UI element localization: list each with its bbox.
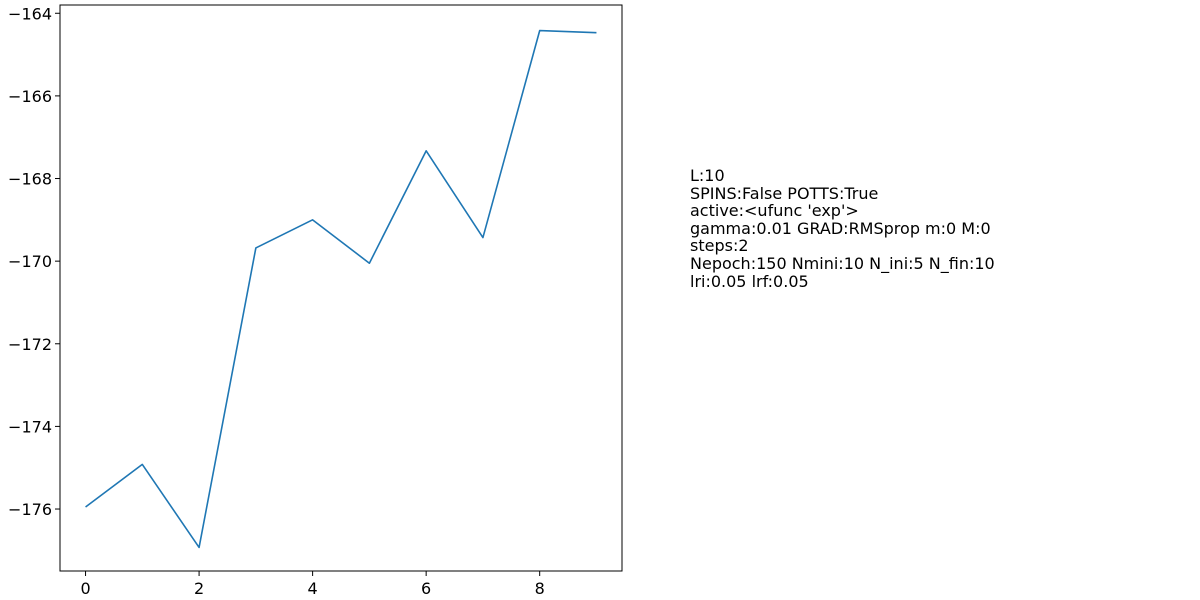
- y-tick-label: −172: [8, 335, 52, 354]
- plot-frame: [59, 4, 623, 572]
- y-tick-label: −176: [8, 500, 52, 519]
- y-tick-label: −174: [8, 417, 52, 436]
- tick-layer: 0 2 4 6 8 −176 −174 −172 −170 −168 −166 −164: [8, 4, 545, 598]
- x-tick-label: 6: [421, 579, 431, 598]
- annotation-line: active:<ufunc 'exp'>: [690, 201, 859, 221]
- y-tick-label: −170: [8, 252, 52, 271]
- annotation-line: gamma:0.01 GRAD:RMSprop m:0 M:0: [690, 218, 991, 238]
- annotation-line: L:10: [690, 166, 725, 185]
- annotation-line: lri:0.05 lrf:0.05: [690, 271, 809, 291]
- x-tick-label: 2: [194, 579, 204, 598]
- y-tick-label: −168: [8, 170, 52, 189]
- plot-layer: [85, 29, 597, 549]
- annotation-line: SPINS:False POTTS:True: [690, 183, 879, 203]
- y-tick-label: −166: [8, 87, 52, 106]
- series-line: [85, 29, 597, 549]
- parameter-annotation: L:10 SPINS:False POTTS:True active:<ufunc …: [690, 167, 995, 290]
- y-tick-label: −164: [8, 4, 52, 23]
- annotation-line: steps:2: [690, 236, 749, 256]
- x-tick-label: 0: [80, 579, 90, 598]
- x-tick-label: 8: [535, 579, 545, 598]
- x-tick-label: 4: [308, 579, 318, 598]
- annotation-line: Nepoch:150 Nmini:10 N_ini:5 N_fin:10: [690, 253, 995, 273]
